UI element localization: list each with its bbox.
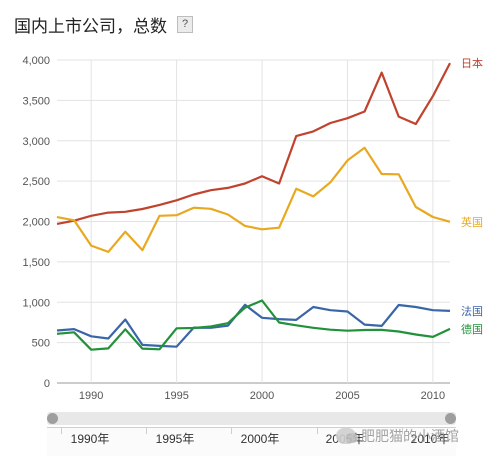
series-label-1: 英国 — [461, 215, 483, 229]
y-tick-label: 1,000 — [22, 297, 50, 309]
range-label-1990: 1990年 — [70, 432, 110, 446]
range-tick — [317, 428, 318, 434]
help-button[interactable]: ? — [177, 16, 193, 33]
y-tick-label: 1,500 — [22, 257, 50, 269]
range-label-1995: 1995年 — [155, 432, 195, 446]
x-tick-label: 2010 — [421, 390, 445, 400]
wechat-icon — [336, 428, 358, 444]
range-handle-right[interactable] — [445, 413, 456, 424]
range-handle-left[interactable] — [47, 413, 58, 424]
y-tick-label: 2,000 — [22, 217, 50, 229]
x-tick-label: 1990 — [79, 390, 103, 400]
chart-title: 国内上市公司，总数 — [14, 17, 167, 36]
chart-header: 国内上市公司，总数 ? — [14, 12, 193, 37]
watermark: 肥肥猫的小酒馆 — [336, 426, 459, 446]
x-axis-ticks: 1990 1995 2000 2005 2010 — [79, 390, 445, 400]
y-tick-label: 4,000 — [22, 55, 50, 67]
x-tick-label: 1995 — [164, 390, 188, 400]
y-tick-label: 3,000 — [22, 136, 50, 148]
range-track[interactable] — [47, 412, 456, 425]
series-line-3[interactable] — [56, 299, 451, 351]
y-tick-label: 2,500 — [22, 176, 50, 188]
line-chart: 05001,0001,5002,0002,5003,0003,5004,000 … — [22, 55, 483, 400]
x-tick-label: 2005 — [335, 390, 359, 400]
y-tick-label: 0 — [44, 378, 50, 390]
y-tick-label: 500 — [32, 338, 50, 350]
range-tick — [231, 428, 232, 434]
series-lines — [56, 62, 451, 351]
y-tick-label: 3,500 — [22, 95, 50, 107]
range-selector[interactable]: 1990年 1995年 2000年 2005年 2010年 — [47, 412, 456, 458]
series-label-2: 法国 — [461, 304, 483, 318]
watermark-text: 肥肥猫的小酒馆 — [361, 428, 459, 444]
chart-grid — [57, 59, 450, 384]
range-tick — [146, 428, 147, 434]
series-line-1[interactable] — [56, 146, 451, 253]
series-line-0[interactable] — [56, 62, 451, 225]
y-axis-ticks: 0 500 1,000 1,500 2,000 2,500 3,000 3,500 4,000 — [22, 55, 50, 390]
range-tick — [402, 428, 403, 434]
range-axis — [47, 427, 456, 456]
range-label-2000: 2000年 — [240, 432, 280, 446]
range-tick — [61, 428, 62, 434]
series-label-3: 德国 — [461, 322, 483, 336]
series-line-2[interactable] — [56, 303, 451, 348]
x-tick-label: 2000 — [250, 390, 274, 400]
range-label-2010: 2010年 — [410, 432, 450, 446]
series-label-0: 日本 — [461, 56, 483, 70]
